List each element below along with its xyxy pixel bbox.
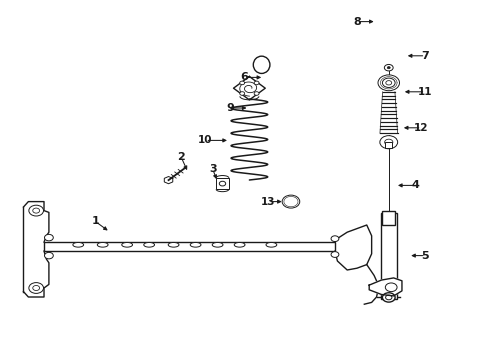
Circle shape bbox=[239, 92, 244, 95]
Circle shape bbox=[44, 252, 53, 259]
Ellipse shape bbox=[122, 243, 132, 247]
Circle shape bbox=[284, 197, 297, 207]
Circle shape bbox=[254, 92, 259, 95]
Ellipse shape bbox=[234, 243, 244, 247]
Text: 8: 8 bbox=[352, 17, 360, 27]
Circle shape bbox=[282, 195, 299, 208]
Circle shape bbox=[330, 236, 338, 242]
Circle shape bbox=[385, 81, 391, 85]
Text: 9: 9 bbox=[225, 103, 233, 113]
Ellipse shape bbox=[168, 243, 179, 247]
Circle shape bbox=[385, 295, 391, 300]
Ellipse shape bbox=[73, 243, 83, 247]
Circle shape bbox=[382, 293, 394, 302]
Text: 1: 1 bbox=[91, 216, 99, 226]
Text: 11: 11 bbox=[417, 87, 432, 97]
Circle shape bbox=[377, 75, 399, 91]
Ellipse shape bbox=[212, 243, 223, 247]
Circle shape bbox=[330, 252, 338, 257]
Circle shape bbox=[219, 181, 225, 186]
Text: 10: 10 bbox=[198, 135, 212, 145]
Circle shape bbox=[239, 81, 244, 85]
Bar bbox=[216, 178, 228, 189]
Circle shape bbox=[285, 198, 295, 205]
Ellipse shape bbox=[97, 243, 108, 247]
Circle shape bbox=[33, 285, 40, 291]
Circle shape bbox=[33, 208, 40, 213]
Bar bbox=[385, 142, 391, 148]
Text: 7: 7 bbox=[421, 51, 428, 61]
Text: 12: 12 bbox=[413, 123, 428, 133]
Circle shape bbox=[384, 139, 392, 145]
Circle shape bbox=[29, 205, 43, 216]
Text: 5: 5 bbox=[421, 251, 428, 261]
Bar bbox=[380, 213, 396, 299]
Ellipse shape bbox=[253, 56, 269, 73]
Circle shape bbox=[384, 64, 392, 71]
Circle shape bbox=[44, 234, 53, 241]
Polygon shape bbox=[368, 278, 401, 296]
Text: 3: 3 bbox=[208, 164, 216, 174]
Text: 4: 4 bbox=[411, 180, 419, 190]
Ellipse shape bbox=[143, 243, 154, 247]
Circle shape bbox=[385, 283, 396, 292]
Circle shape bbox=[382, 78, 394, 87]
Circle shape bbox=[254, 81, 259, 85]
Text: 13: 13 bbox=[260, 197, 275, 207]
Bar bbox=[382, 211, 394, 225]
Circle shape bbox=[379, 136, 397, 149]
Ellipse shape bbox=[190, 243, 201, 247]
Circle shape bbox=[29, 283, 43, 293]
Circle shape bbox=[386, 67, 389, 69]
Ellipse shape bbox=[265, 243, 276, 247]
Text: 2: 2 bbox=[177, 152, 184, 162]
Bar bbox=[44, 242, 334, 251]
Text: 6: 6 bbox=[240, 72, 248, 82]
